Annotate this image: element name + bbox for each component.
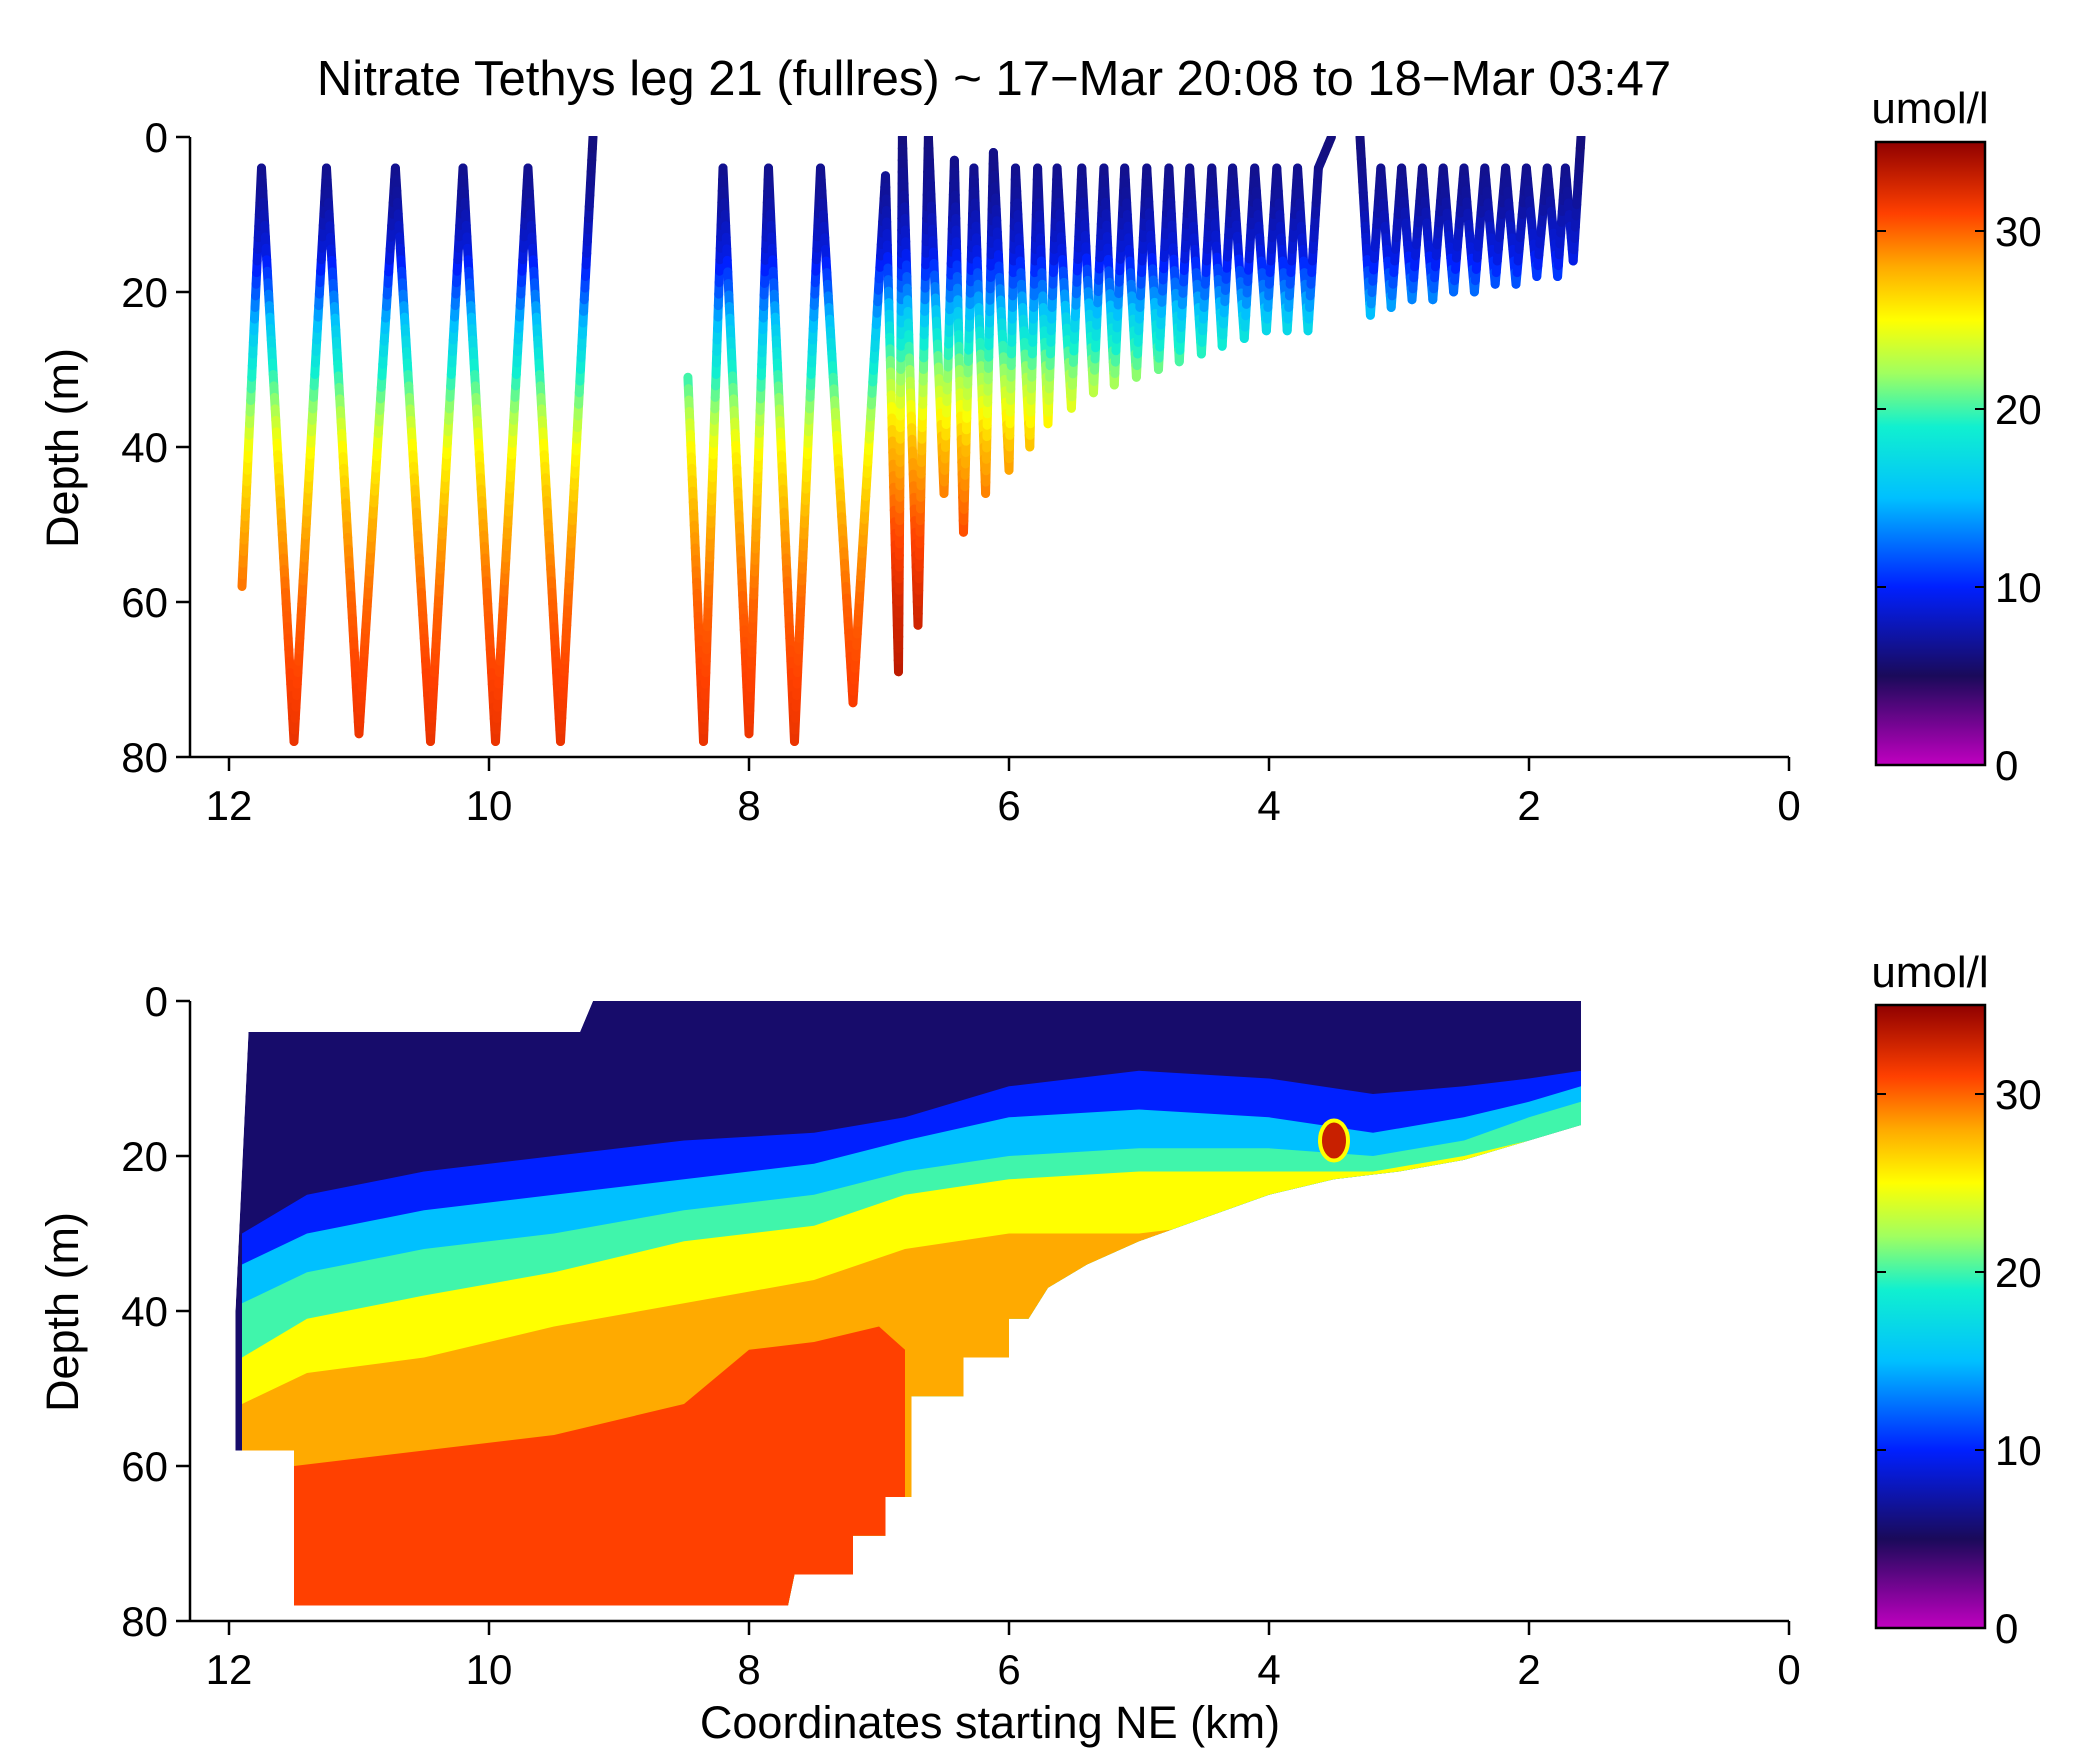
x-tick-label: 0: [1777, 782, 1800, 829]
y-tick-label: 60: [121, 579, 168, 626]
y-tick-label: 20: [121, 269, 168, 316]
bottom-y-axis-label: Depth (m): [37, 1212, 88, 1412]
colorbar-tick-label: 10: [1995, 1427, 2042, 1474]
x-tick-label: 4: [1257, 782, 1280, 829]
track-segment: [1323, 136, 1336, 150]
colorbar-gradient: [1874, 140, 1987, 767]
y-tick-label: 80: [121, 1598, 168, 1645]
x-tick-label: 4: [1257, 1646, 1280, 1693]
top-plot-area: [237, 136, 1586, 746]
top-y-axis-label: Depth (m): [37, 348, 88, 548]
colorbar-tick-label: 30: [1995, 208, 2042, 255]
isoline-band: [294, 1326, 905, 1606]
y-tick-label: 40: [121, 424, 168, 471]
nitrate-section: [235, 1001, 1581, 1606]
top-colorbar: 0 10 20 30: [1874, 140, 2042, 789]
y-tick-label: 20: [121, 1133, 168, 1180]
chart-title: Nitrate Tethys leg 21 (fullres) ~ 17−Mar…: [317, 52, 1671, 106]
colorbar-tick-label: 10: [1995, 564, 2042, 611]
colorbar-tick-label: 20: [1995, 386, 2042, 433]
colorbar-gradient: [1874, 1003, 1987, 1630]
y-tick-label: 60: [121, 1443, 168, 1490]
colorbar-tick-label: 0: [1995, 742, 2018, 789]
colorbar-tick-label: 20: [1995, 1249, 2042, 1296]
x-tick-label: 12: [206, 782, 253, 829]
y-tick-label: 40: [121, 1288, 168, 1335]
bottom-plot-area: [235, 1001, 1581, 1606]
x-tick-label: 12: [206, 1646, 253, 1693]
bottom-x-axis-label: Coordinates starting NE (km): [700, 1697, 1280, 1748]
x-tick-label: 6: [997, 1646, 1020, 1693]
x-tick-label: 10: [466, 1646, 513, 1693]
nitrate-hotspot: [1318, 1118, 1350, 1163]
top-colorbar-label: umol/l: [1871, 84, 1988, 133]
colorbar-tick-label: 0: [1995, 1605, 2018, 1652]
y-tick-label: 0: [145, 978, 168, 1025]
bottom-colorbar-label: umol/l: [1871, 948, 1988, 997]
x-tick-label: 6: [997, 782, 1020, 829]
profile-track: [237, 136, 1586, 746]
colorbar-tick-label: 30: [1995, 1071, 2042, 1118]
x-tick-label: 2: [1517, 782, 1540, 829]
x-tick-label: 8: [737, 782, 760, 829]
y-tick-label: 80: [121, 734, 168, 781]
x-tick-label: 0: [1777, 1646, 1800, 1693]
x-tick-label: 2: [1517, 1646, 1540, 1693]
y-tick-label: 0: [145, 114, 168, 161]
track-segment: [587, 136, 598, 154]
section-fill: [235, 1001, 1581, 1606]
bottom-colorbar: 0 10 20 30: [1874, 1003, 2042, 1652]
track-segment: [1575, 136, 1586, 153]
x-tick-label: 8: [737, 1646, 760, 1693]
x-tick-label: 10: [466, 782, 513, 829]
